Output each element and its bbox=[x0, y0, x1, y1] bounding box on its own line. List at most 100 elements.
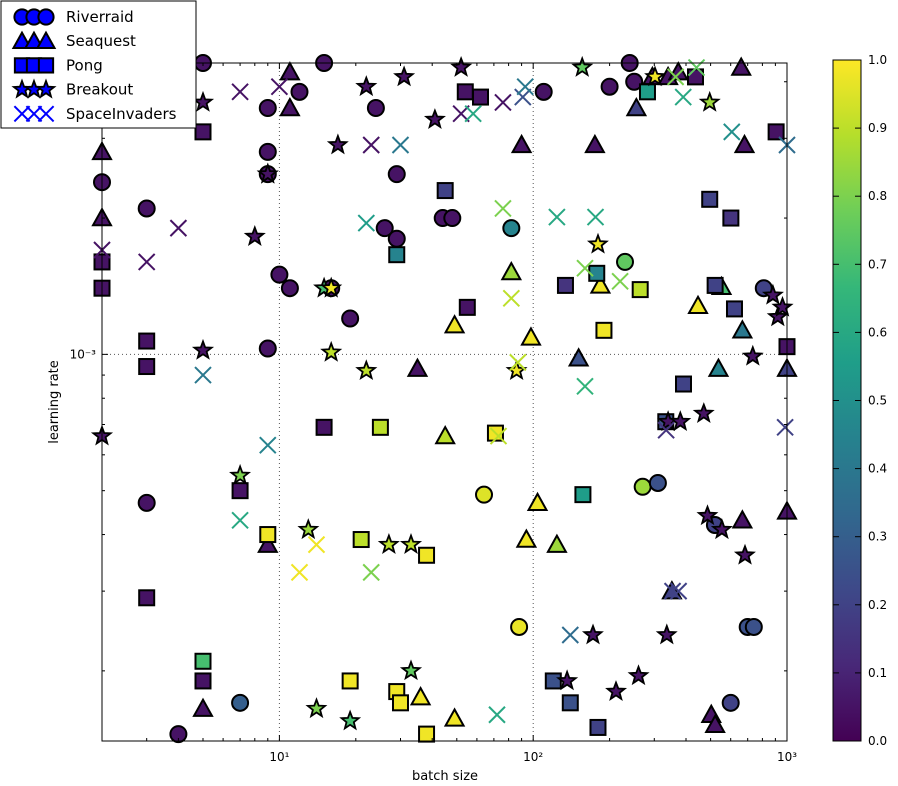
x-point bbox=[137, 253, 156, 271]
square-point bbox=[561, 694, 579, 712]
y-axis-label: learning rate bbox=[47, 360, 62, 444]
triangle-point bbox=[704, 713, 726, 734]
star-point bbox=[698, 90, 721, 112]
colorbar-tick-label: 0.5 bbox=[868, 394, 887, 408]
square-point bbox=[194, 123, 212, 141]
triangle-point bbox=[257, 533, 279, 553]
colorbar-tick-label: 0.4 bbox=[868, 462, 887, 476]
x-point bbox=[576, 259, 594, 277]
star-point bbox=[399, 532, 423, 554]
legend-item-riverraid: Riverraid bbox=[13, 8, 134, 26]
star-point bbox=[326, 133, 349, 155]
x-point bbox=[169, 219, 188, 237]
square-point bbox=[722, 209, 740, 227]
square-point bbox=[315, 418, 333, 436]
x-point bbox=[561, 626, 579, 644]
colorbar-tick-label: 0.1 bbox=[868, 666, 887, 680]
square-point bbox=[138, 589, 156, 607]
triangle-point bbox=[625, 96, 648, 117]
circle-point bbox=[375, 219, 394, 238]
star-point bbox=[655, 623, 678, 645]
circle-point bbox=[258, 99, 277, 118]
grid bbox=[102, 63, 787, 741]
triangle-point bbox=[500, 260, 523, 281]
circle-point bbox=[721, 693, 740, 712]
square-point bbox=[472, 88, 490, 106]
circle-point bbox=[443, 209, 462, 228]
star-point bbox=[256, 162, 279, 184]
square-point bbox=[556, 276, 574, 294]
x-point bbox=[494, 199, 512, 218]
legend-marker bbox=[25, 105, 43, 123]
x-point bbox=[489, 427, 508, 445]
x-point bbox=[509, 353, 527, 372]
legend-marker bbox=[37, 57, 55, 74]
square-point bbox=[138, 332, 156, 350]
plot-frame bbox=[101, 62, 788, 742]
x-tick-label: 10³ bbox=[777, 750, 797, 764]
x-point bbox=[494, 93, 512, 112]
star-point bbox=[761, 283, 784, 305]
triangle-point bbox=[515, 528, 538, 548]
colorbar-tick-label: 0.7 bbox=[868, 257, 887, 271]
legend-label: Seaquest bbox=[66, 32, 136, 50]
star-point bbox=[771, 295, 794, 317]
circle-point bbox=[258, 339, 277, 358]
star-point bbox=[191, 90, 215, 112]
triangle-point bbox=[733, 133, 756, 154]
x-tick-label: 10² bbox=[523, 750, 543, 764]
colorbar-tick-label: 0.0 bbox=[868, 734, 887, 748]
triangle-point bbox=[279, 96, 301, 117]
x-point bbox=[663, 582, 682, 600]
legend-item-seaquest: Seaquest bbox=[11, 30, 136, 50]
legend-item-spaceinvaders: SpaceInvaders bbox=[13, 105, 177, 123]
star-point bbox=[355, 75, 378, 97]
square-point bbox=[589, 718, 607, 736]
legend-marker bbox=[23, 30, 45, 50]
star-point bbox=[320, 340, 343, 362]
circle-point bbox=[231, 693, 250, 712]
circle-point bbox=[387, 165, 406, 184]
star-point bbox=[692, 402, 715, 423]
x-point bbox=[669, 582, 688, 600]
square-point bbox=[595, 321, 613, 339]
triangle-point bbox=[731, 509, 754, 529]
series-breakout bbox=[90, 55, 794, 731]
square-point bbox=[194, 672, 212, 690]
triangle-point bbox=[510, 133, 533, 154]
x-tick-label: 10¹ bbox=[269, 750, 289, 764]
star-point bbox=[320, 276, 343, 298]
square-point bbox=[638, 83, 656, 101]
star-point bbox=[733, 543, 756, 565]
star-point bbox=[355, 359, 378, 381]
triangle-point bbox=[443, 314, 466, 334]
triangle-point bbox=[584, 133, 606, 154]
square-point bbox=[259, 526, 277, 544]
x-point bbox=[586, 208, 605, 226]
legend-marker bbox=[37, 105, 55, 123]
triangle-point bbox=[406, 357, 429, 377]
legend: Riverraid Seaquest Pong Breakout SpaceInvade… bbox=[0, 0, 197, 129]
circle-point bbox=[616, 252, 635, 271]
colorbar-tick-label: 1.0 bbox=[868, 53, 887, 67]
square-point bbox=[341, 672, 359, 690]
legend-marker bbox=[37, 8, 55, 26]
x-point bbox=[514, 88, 532, 106]
circle-point bbox=[366, 99, 385, 118]
triangle-point bbox=[409, 686, 432, 706]
star-point bbox=[377, 533, 400, 554]
circle-point bbox=[534, 82, 553, 101]
triangle-point bbox=[192, 697, 214, 717]
triangle-point bbox=[434, 425, 456, 445]
circle-point bbox=[387, 229, 406, 248]
triangle-point bbox=[520, 326, 542, 346]
square-point bbox=[436, 182, 454, 200]
x-point bbox=[357, 214, 376, 232]
colorbar-tick-label: 0.6 bbox=[868, 325, 887, 339]
legend-item-breakout: Breakout bbox=[11, 78, 133, 99]
star-point bbox=[339, 709, 362, 731]
triangle-point bbox=[546, 533, 568, 553]
x-axis-ticks: 10¹ 10² 10³ bbox=[146, 63, 797, 764]
plot-area bbox=[102, 63, 787, 741]
